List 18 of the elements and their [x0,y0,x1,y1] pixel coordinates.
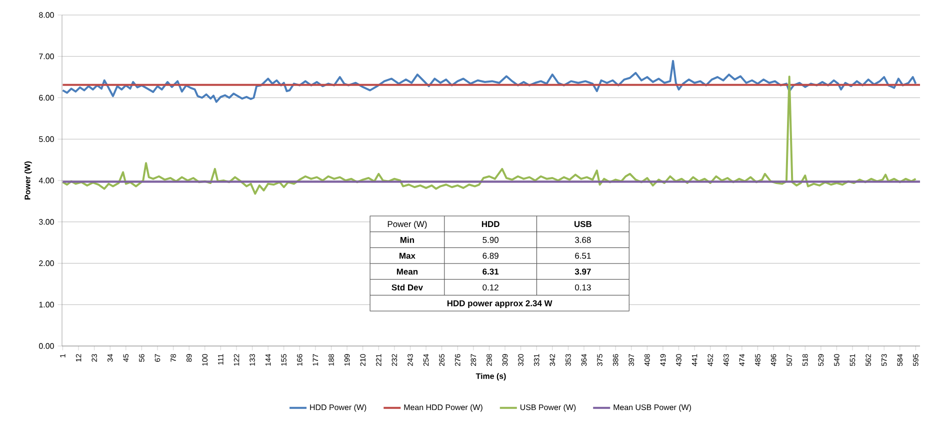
annotation: 6.51 [575,252,591,259]
annotation: 6.89 [482,252,498,259]
annotation: 6.31 [482,268,499,275]
line-series [62,76,917,195]
annotation: HDD power approx 2.34 W [447,300,552,308]
annotation: 0.13 [575,284,591,290]
annotation: Power (W) [388,220,427,229]
annotation: Min [400,236,414,243]
annotation: Max [400,252,416,259]
annotation: HDD [482,221,500,227]
annotation: Std Dev [392,284,423,290]
line-series [62,60,917,103]
annotation: 0.12 [482,284,498,290]
annotation: USB [574,221,592,228]
annotation: 3.97 [574,268,591,275]
annotation: Mean [396,268,418,275]
annotation: 5.90 [482,236,498,243]
annotation: 3.68 [575,236,591,243]
